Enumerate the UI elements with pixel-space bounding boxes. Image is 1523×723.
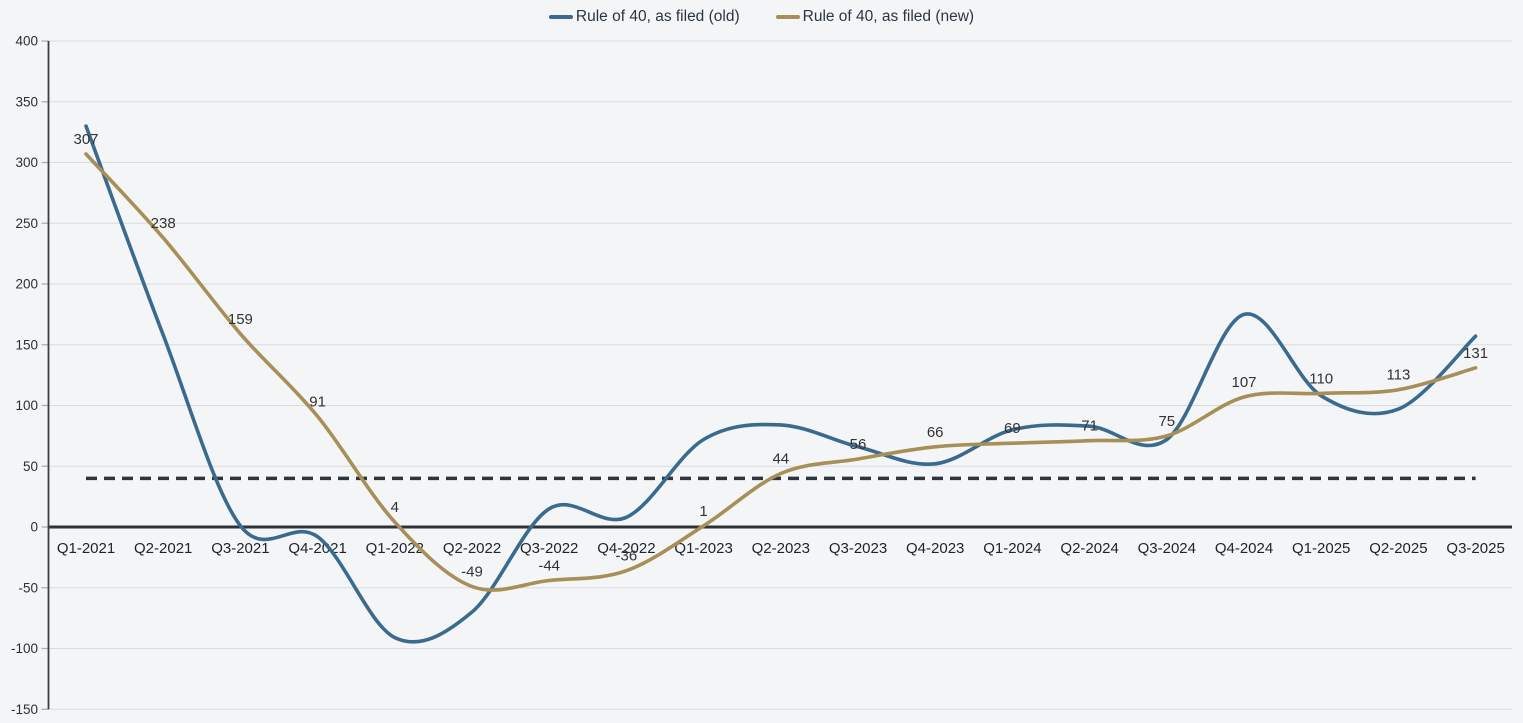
x-axis-label-Q4-2022: Q4-2022	[597, 540, 655, 557]
y-axis-label: -150	[11, 702, 38, 717]
series-line-old	[84, 124, 1478, 644]
x-axis-label-Q2-2022: Q2-2022	[443, 540, 501, 557]
y-axis-label: 350	[15, 94, 38, 109]
legend-label-new: Rule of 40, as filed (new)	[802, 8, 975, 25]
series-line-new	[84, 152, 1478, 592]
x-axis-label-Q1-2021: Q1-2021	[57, 540, 115, 557]
y-axis-label: -50	[18, 580, 38, 595]
chart-legend: Rule of 40, as filed (old) Rule of 40, a…	[0, 8, 1523, 26]
data-label-Q3-2022: -44	[538, 557, 560, 574]
x-axis-label-Q2-2023: Q2-2023	[752, 540, 810, 557]
x-axis-label-Q3-2022: Q3-2022	[520, 540, 578, 557]
x-axis-label-Q4-2023: Q4-2023	[906, 540, 964, 557]
y-axis-label: 400	[15, 34, 38, 49]
y-axis-label: 100	[15, 398, 38, 413]
data-label-Q1-2022: 4	[391, 499, 399, 516]
legend-item-old: Rule of 40, as filed (old)	[548, 8, 740, 26]
legend-label-old: Rule of 40, as filed (old)	[575, 8, 740, 25]
data-label-Q3-2025: 131	[1463, 345, 1488, 362]
data-label-Q1-2025: 110	[1309, 370, 1333, 387]
y-axis-label: 300	[15, 155, 38, 170]
x-axis-label-Q2-2025: Q2-2025	[1369, 540, 1427, 557]
data-label-Q2-2023: 44	[772, 451, 789, 468]
x-axis-label-Q4-2021: Q4-2021	[288, 540, 346, 557]
data-label-Q2-2024: 71	[1081, 418, 1098, 435]
x-axis-label-Q3-2025: Q3-2025	[1446, 540, 1504, 557]
data-label-Q3-2023: 56	[850, 436, 867, 453]
data-label-Q3-2021: 159	[228, 311, 253, 328]
x-axis-label-Q1-2024: Q1-2024	[983, 540, 1041, 557]
data-label-Q2-2021: 238	[151, 215, 176, 232]
x-axis-label-Q3-2023: Q3-2023	[829, 540, 887, 557]
legend-line-swatch-new	[775, 15, 800, 19]
data-label-Q1-2021: 307	[73, 131, 98, 148]
data-label-Q2-2025: 113	[1386, 367, 1410, 384]
data-label-Q4-2024: 107	[1231, 374, 1256, 391]
y-axis-label: 150	[15, 337, 38, 352]
x-axis-label-Q1-2025: Q1-2025	[1292, 540, 1350, 557]
y-axis-label: 50	[23, 459, 38, 474]
data-label-Q1-2023: 1	[699, 503, 707, 520]
y-axis-label: 0	[30, 520, 38, 535]
y-axis-label: 200	[15, 277, 38, 292]
x-axis-label-Q1-2022: Q1-2022	[366, 540, 424, 557]
x-axis-label-Q4-2024: Q4-2024	[1215, 540, 1273, 557]
data-label-Q2-2022: -49	[461, 564, 483, 581]
data-label-Q4-2021: 91	[309, 393, 326, 410]
data-label-Q1-2024: 69	[1004, 420, 1021, 437]
x-axis-label-Q2-2024: Q2-2024	[1060, 540, 1118, 557]
x-axis-label-Q1-2023: Q1-2023	[674, 540, 732, 557]
data-label-Q3-2024: 75	[1158, 413, 1175, 430]
y-axis-label: -100	[11, 641, 38, 656]
x-axis-label-Q3-2021: Q3-2021	[211, 540, 269, 557]
x-axis-label-Q2-2021: Q2-2021	[134, 540, 192, 557]
x-axis-label-Q3-2024: Q3-2024	[1138, 540, 1196, 557]
data-label-Q4-2023: 66	[927, 424, 944, 441]
data-label-Q4-2022: -36	[616, 548, 638, 565]
y-axis-label: 250	[15, 216, 38, 231]
legend-item-new: Rule of 40, as filed (new)	[775, 8, 975, 26]
legend-line-swatch-old	[548, 15, 573, 19]
